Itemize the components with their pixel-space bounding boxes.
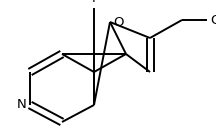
Text: OH: OH <box>210 14 216 27</box>
Text: I: I <box>92 0 96 5</box>
Text: N: N <box>16 98 26 111</box>
Text: O: O <box>113 16 124 29</box>
